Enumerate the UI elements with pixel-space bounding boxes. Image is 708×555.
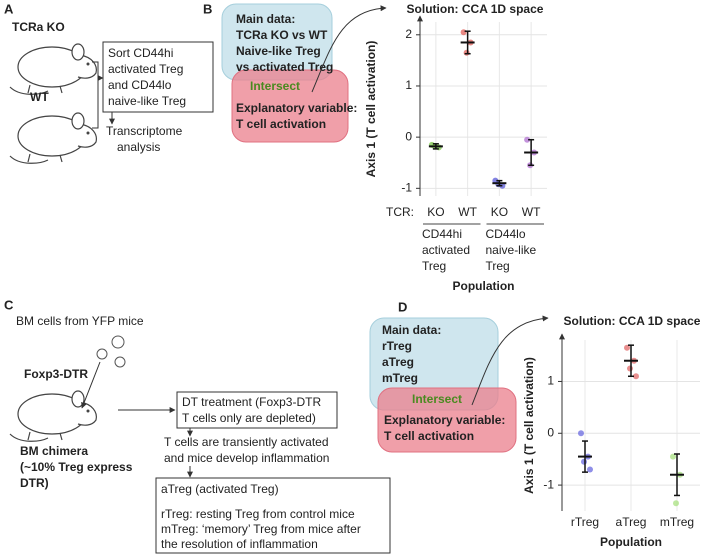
shape-text: T cell activation — [236, 117, 326, 131]
group-label: activated — [422, 243, 470, 257]
mouse-icon — [9, 112, 97, 164]
data-point — [633, 373, 639, 380]
y-tick-label: -1 — [401, 180, 412, 194]
chart-title: Solution: CCA 1D space — [564, 314, 701, 328]
arrow — [471, 315, 549, 406]
cell-icon — [111, 335, 125, 349]
mouse-label: (~10% Treg express — [20, 460, 133, 474]
data-point — [587, 466, 593, 473]
panel-label: D — [398, 299, 407, 314]
y-tick-label: 2 — [405, 27, 412, 41]
label: analysis — [117, 140, 160, 154]
shape-text: rTreg — [382, 339, 412, 353]
y-tick-label: 0 — [547, 425, 554, 439]
box-text: Sort CD44hi — [108, 46, 173, 60]
box-text: DT treatment (Foxp3-DTR — [182, 395, 321, 409]
shape-text: Explanatory variable: — [384, 413, 505, 427]
mouse-label: TCRa KO — [12, 20, 65, 34]
y-tick-label: 1 — [547, 374, 554, 388]
y-axis-label: Axis 1 (T cell activation) — [364, 41, 378, 178]
panel-label: C — [4, 297, 14, 312]
cell-icon — [96, 348, 108, 360]
group-label: Treg — [422, 259, 446, 273]
x-tick-label: rTreg — [571, 515, 599, 529]
x-tick-label: KO — [491, 205, 508, 219]
data-point — [627, 365, 633, 372]
bracket — [92, 61, 99, 129]
x-tick-label: mTreg — [660, 515, 694, 529]
panel-label: A — [4, 1, 14, 16]
y-axis-label: Axis 1 (T cell activation) — [522, 357, 536, 494]
box-text: and CD44lo — [108, 78, 172, 92]
data-point — [463, 49, 470, 56]
mouse-label: WT — [30, 90, 49, 104]
shape-text: mTreg — [382, 371, 418, 385]
shape-text: T cell activation — [384, 429, 474, 443]
box — [176, 391, 338, 429]
x-tick-label: WT — [458, 205, 477, 219]
panel-label: B — [203, 1, 212, 16]
mouse-label: BM chimera — [20, 444, 88, 458]
x-prefix: TCR: — [386, 205, 414, 219]
x-tick-label: WT — [522, 205, 541, 219]
label: T cells are transiently activated — [164, 435, 329, 449]
label: and mice develop inflammation — [164, 451, 329, 465]
shape-text: aTreg — [382, 355, 414, 369]
data-point — [578, 430, 584, 437]
intersect-label: Intersect — [412, 392, 462, 406]
explanatory-shape — [231, 69, 349, 143]
data-point — [524, 136, 531, 143]
box-text: rTreg: resting Treg from control mice — [161, 507, 355, 521]
box — [102, 41, 214, 113]
arrow — [311, 5, 387, 93]
box-text: activated Treg — [108, 62, 183, 76]
shape-text: Explanatory variable: — [236, 101, 357, 115]
data-point — [460, 29, 467, 36]
y-tick-label: 1 — [405, 78, 412, 92]
group-label: Treg — [486, 259, 510, 273]
box-text: naive-like Treg — [108, 94, 186, 108]
y-tick-label: 0 — [405, 129, 412, 143]
data-point — [624, 344, 630, 351]
y-tick-label: -1 — [543, 477, 554, 491]
box-text: T cells only are depleted) — [182, 411, 316, 425]
shape-text: Main data: — [236, 12, 295, 26]
mouse-icon — [9, 43, 97, 95]
box-text: mTreg: ‘memory’ Treg from mice after — [161, 522, 361, 536]
arrow — [81, 361, 101, 409]
label: Transcriptome — [106, 124, 183, 138]
mouse-label: Foxp3-DTR — [24, 367, 88, 381]
x-tick-label: KO — [427, 205, 444, 219]
shape-text: TCRa KO vs WT — [236, 28, 328, 42]
chart-title: Solution: CCA 1D space — [407, 2, 544, 16]
x-axis-label: Population — [453, 279, 515, 293]
box-text: the resolution of inflammation — [161, 537, 318, 551]
label: BM cells from YFP mice — [16, 314, 144, 328]
x-tick-label: aTreg — [616, 515, 647, 529]
explanatory-shape — [377, 387, 517, 453]
box-text: aTreg (activated Treg) — [161, 482, 279, 496]
cell-icon — [114, 356, 126, 368]
mouse-label: DTR) — [20, 476, 49, 490]
data-point — [670, 453, 676, 460]
shape-text: Main data: — [382, 323, 441, 337]
shape-text: vs activated Treg — [236, 60, 333, 74]
group-label: CD44lo — [486, 227, 526, 241]
box — [155, 477, 391, 554]
shape-text: Naive-like Treg — [236, 44, 321, 58]
group-label: naive-like — [486, 243, 537, 257]
intersect-label: Intersect — [250, 79, 300, 93]
x-axis-label: Population — [600, 535, 662, 549]
data-point — [581, 458, 587, 465]
group-label: CD44hi — [422, 227, 462, 241]
mouse-icon — [9, 390, 97, 442]
data-point — [673, 500, 679, 507]
